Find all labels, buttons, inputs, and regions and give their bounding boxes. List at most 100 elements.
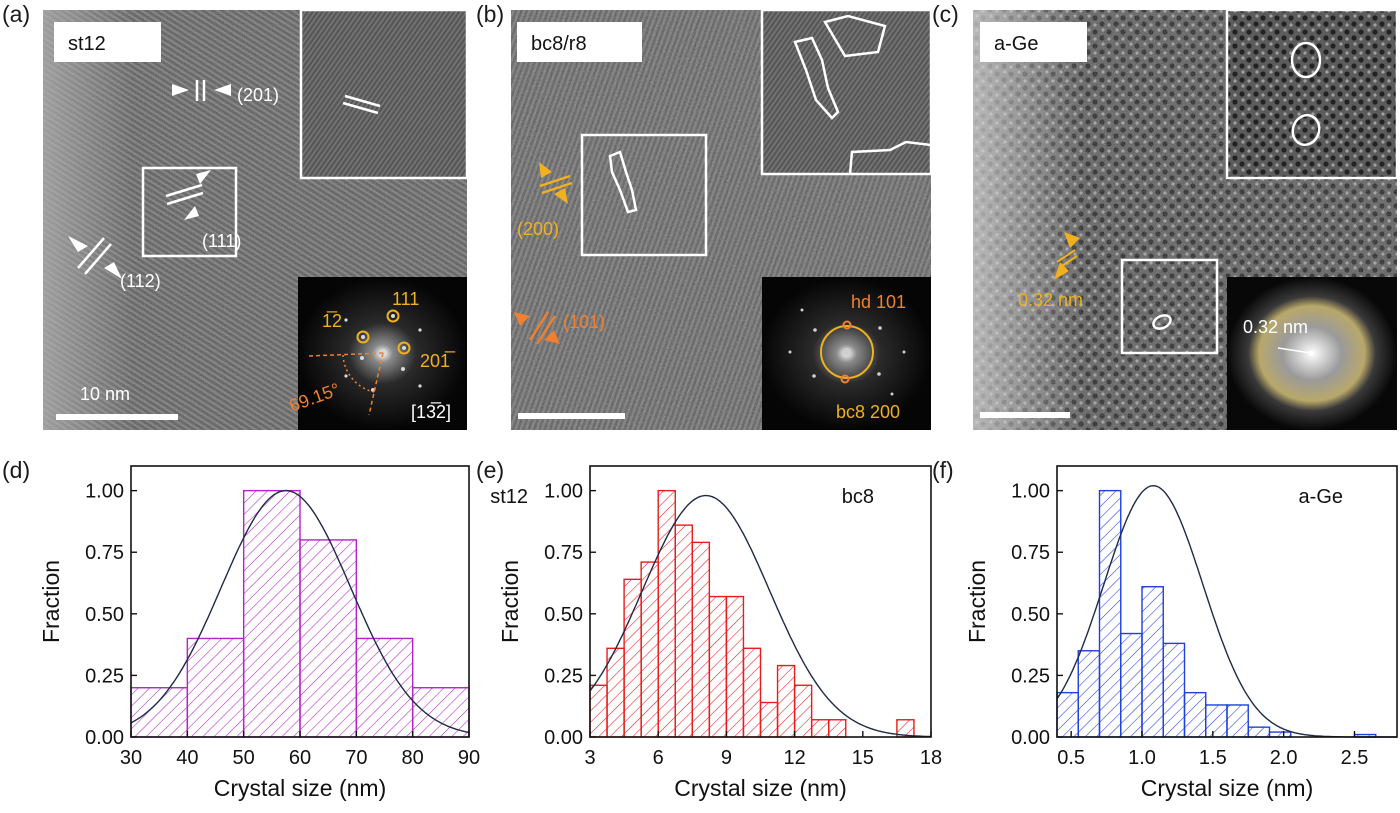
fft-label-112: 1̅2: [322, 311, 342, 331]
histogram-bar: [810, 719, 830, 738]
x-tick-label: 50: [233, 747, 255, 769]
annotation-101: (101): [563, 312, 605, 332]
y-tick-label: 1.00: [544, 481, 583, 503]
gaussian-fit-curve: [130, 489, 470, 734]
x-tick-label: 80: [402, 747, 424, 769]
x-tick-label: 0.5: [1057, 747, 1085, 769]
aGe-tag-box: [980, 22, 1087, 62]
histogram-bar: [828, 719, 847, 738]
tem-panel-a: st12 (201) (111) (112) 10 nm: [43, 8, 469, 430]
x-tick-label: 40: [176, 747, 198, 769]
y-tick-label: 0.25: [1011, 665, 1050, 687]
histogram-bar: [623, 578, 642, 738]
histogram-bar: [299, 539, 358, 738]
fft-label-bc8200: bc8 200: [836, 402, 900, 422]
y-axis-label: Fraction: [497, 560, 523, 643]
histogram-bar: [776, 664, 796, 738]
plot-frame: [1056, 465, 1398, 738]
y-tick-label: 0.75: [1011, 542, 1050, 564]
x-axis-label: Crystal size (nm): [674, 775, 847, 801]
zone-axis-label: [13̅2]: [411, 402, 451, 422]
histogram-bar: [411, 687, 470, 738]
x-tick-label: 2.5: [1341, 747, 1369, 769]
y-tick-label: 0.75: [85, 542, 124, 564]
scale-bar-label: 10 nm: [80, 384, 130, 404]
histogram-bar: [708, 595, 728, 738]
x-tick-label: 18: [920, 747, 942, 769]
histogram-bar: [1098, 489, 1122, 738]
x-tick-label: 6: [653, 747, 664, 769]
tem-panel-c: a-Ge 0.32 nm 0.32 nm: [973, 8, 1399, 430]
x-tick-label: 3: [584, 747, 595, 769]
panel-label-b: (b): [476, 1, 504, 27]
x-tick-label: 2.0: [1270, 747, 1298, 769]
histogram-bar: [793, 684, 813, 738]
fft-label-111: 111: [392, 289, 419, 309]
histogram-bar: [1056, 691, 1079, 738]
histogram-bar: [355, 637, 414, 738]
histogram-bar: [1077, 650, 1101, 738]
histogram-bar: [186, 637, 245, 738]
histogram-bar: [1226, 704, 1249, 738]
x-axis-label: Crystal size (nm): [214, 775, 387, 801]
y-tick-label: 1.00: [85, 481, 124, 503]
bc8-tag: bc8/r8: [531, 33, 587, 55]
histogram-aGe: 0.5 1.0 1.5 2.0 2.5 0.00 0.25 0.50 0.75 1.00 Cryst…: [964, 465, 1398, 801]
x-tick-label: 90: [458, 747, 480, 769]
series-label: bc8: [842, 486, 874, 508]
histogram-bar: [130, 687, 189, 738]
x-axis-label: Crystal size (nm): [1141, 775, 1314, 801]
panel-label-e: (e): [476, 457, 504, 483]
annotation-112: (112): [120, 271, 161, 291]
x-tick-label: 60: [289, 747, 311, 769]
x-tick-label: 1.5: [1199, 747, 1227, 769]
y-tick-label: 0.00: [544, 727, 583, 749]
tem-panel-b: bc8/r8 (200) (101): [511, 8, 933, 430]
annotation-032nm: 0.32 nm: [1018, 290, 1083, 310]
panel-label-d: (d): [2, 457, 30, 483]
y-tick-label: 0.50: [544, 604, 583, 626]
y-tick-label: 0.25: [544, 665, 583, 687]
histogram-bar: [1141, 586, 1164, 738]
histogram-st12: 30 40 50 60 70 80 90 0.00 0.25 0.50 0.75 1.00 Crysta…: [38, 465, 528, 801]
histogram-bar: [589, 684, 608, 738]
histogram-bar: [1120, 632, 1143, 738]
annotation-201: (201): [237, 85, 279, 105]
annotation-111: (111): [202, 231, 241, 251]
x-tick-label: 70: [345, 747, 367, 769]
x-tick-label: 15: [852, 747, 874, 769]
histogram-bar: [1205, 704, 1228, 738]
histogram-bar: [1162, 642, 1186, 738]
y-tick-label: 1.00: [1011, 481, 1050, 503]
plot-frame: [589, 465, 932, 738]
st12-tag-box: [54, 22, 161, 62]
y-tick-label: 0.50: [85, 604, 124, 626]
panel-label-f: (f): [932, 457, 954, 483]
y-tick-label: 0.25: [85, 665, 124, 687]
histogram-bar: [242, 489, 301, 738]
y-tick-label: 0.75: [544, 542, 583, 564]
fft-label-032nm: 0.32 nm: [1243, 317, 1308, 337]
histogram-bar: [759, 701, 779, 738]
x-tick-label: 30: [120, 747, 142, 769]
series-label: a-Ge: [1299, 486, 1343, 508]
fft-label-hd101: hd 101: [851, 292, 906, 312]
bc8-tag-box: [517, 22, 642, 62]
panel-label-c: (c): [932, 1, 959, 27]
fft-label-201: 201̅: [420, 351, 456, 371]
x-tick-label: 9: [721, 747, 732, 769]
aGe-tag: a-Ge: [994, 33, 1038, 55]
gaussian-fit-curve: [589, 494, 931, 738]
histogram-bc8: 3 6 9 12 15 18 0.00 0.25 0.50 0.75 1.00 Crystal siz…: [497, 465, 942, 801]
y-axis-label: Fraction: [964, 560, 990, 643]
x-tick-label: 12: [783, 747, 805, 769]
x-tick-label: 1.0: [1128, 747, 1156, 769]
histogram-bar: [742, 647, 762, 738]
histogram-bar: [1247, 726, 1271, 738]
st12-tag: st12: [68, 33, 106, 55]
histogram-bar: [725, 595, 745, 738]
annotation-200: (200): [517, 219, 559, 239]
y-tick-label: 0.00: [1011, 727, 1050, 749]
series-label: st12: [490, 486, 528, 508]
